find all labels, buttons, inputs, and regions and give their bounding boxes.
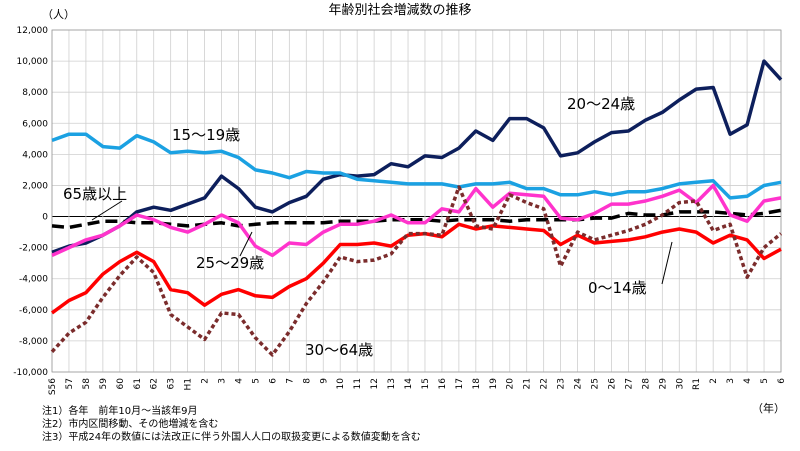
x-tick-label: 57 bbox=[65, 378, 75, 389]
x-tick-label: 20 bbox=[506, 378, 516, 390]
x-tick-label: 4 bbox=[234, 378, 244, 384]
x-tick-label: 28 bbox=[641, 378, 651, 390]
x-tick-label: 61 bbox=[133, 378, 143, 389]
label-20-24: 20～24歳 bbox=[567, 95, 635, 113]
y-tick-label: -2,000 bbox=[19, 244, 48, 254]
note-2: 注2）市内区間移動、その他増減を含む bbox=[42, 417, 218, 430]
x-tick-label: 23 bbox=[557, 378, 567, 389]
x-tick-label: 21 bbox=[523, 378, 533, 389]
x-tick-label: 26 bbox=[607, 378, 617, 390]
y-tick-label: 2,000 bbox=[22, 181, 48, 191]
x-tick-label: 8 bbox=[302, 378, 312, 384]
x-tick-label: 6 bbox=[777, 378, 787, 384]
y-tick-label: 6,000 bbox=[22, 119, 48, 129]
series-line-1 bbox=[51, 132, 782, 200]
label-0-14: 0～14歳 bbox=[588, 279, 647, 297]
y-tick-label: 12,000 bbox=[17, 26, 49, 36]
series-line-4 bbox=[50, 222, 782, 315]
pointer-0-14 bbox=[661, 241, 673, 285]
x-tick-label: 10 bbox=[336, 378, 346, 390]
x-tick-label: H1 bbox=[184, 378, 194, 391]
label-25-29: 25～29歳 bbox=[196, 254, 264, 272]
y-tick-label: -8,000 bbox=[19, 337, 48, 347]
x-tick-label: 59 bbox=[99, 378, 109, 390]
x-axis-unit: （年） bbox=[752, 401, 785, 415]
x-tick-label: 12 bbox=[370, 378, 380, 389]
series-line-0 bbox=[51, 59, 783, 254]
y-axis-unit: （人） bbox=[42, 8, 75, 21]
label-pointers bbox=[91, 200, 673, 285]
x-axis: S56 57 58 59 60 61 62 63 H1 2 3 4 5 6 7 8 9 10 11 12 13 14 15 1… bbox=[48, 378, 787, 395]
x-tick-label: 29 bbox=[658, 378, 668, 390]
x-tick-label: 13 bbox=[387, 378, 397, 389]
label-30-64: 30～64歳 bbox=[305, 341, 373, 359]
x-tick-label: 15 bbox=[421, 378, 431, 389]
chart-title: 年齢別社会増減数の推移 bbox=[328, 2, 471, 18]
series-line-5 bbox=[50, 185, 783, 357]
series-lines bbox=[50, 59, 783, 357]
note-1: 注1）各年 前年10月～当該年9月 bbox=[42, 404, 197, 417]
label-65-over: 65歳以上 bbox=[63, 185, 127, 203]
x-tick-label: 60 bbox=[116, 378, 126, 390]
y-tick-label: -4,000 bbox=[19, 275, 48, 285]
x-tick-label: 17 bbox=[455, 378, 465, 389]
x-tick-label: 14 bbox=[404, 378, 414, 390]
label-15-19: 15～19歳 bbox=[172, 126, 240, 144]
x-tick-label: 6 bbox=[268, 378, 278, 384]
y-tick-label: 8,000 bbox=[22, 88, 48, 98]
x-tick-label: R1 bbox=[692, 378, 702, 390]
x-tick-label: 3 bbox=[218, 378, 228, 384]
y-axis: 12,000 10,000 8,000 6,000 4,000 2,000 0 -2,000 -… bbox=[13, 26, 48, 378]
x-tick-label: 25 bbox=[591, 378, 601, 389]
x-tick-label: 2 bbox=[201, 378, 211, 384]
note-3: 注3）平成24年の数値には法改正に伴う外国人人口の取扱変更による数値変動を含む bbox=[42, 430, 421, 443]
series-line-3 bbox=[51, 183, 782, 258]
x-tick-label: 16 bbox=[438, 378, 448, 390]
y-tick-label: -10,000 bbox=[13, 368, 48, 378]
x-tick-label: 63 bbox=[167, 378, 177, 389]
footnotes: 注1）各年 前年10月～当該年9月 注2）市内区間移動、その他増減を含む 注3）… bbox=[42, 404, 421, 443]
x-tick-label: 9 bbox=[319, 378, 329, 384]
x-tick-label: 3 bbox=[726, 378, 736, 384]
x-tick-label: 30 bbox=[675, 378, 685, 390]
x-tick-label: 58 bbox=[82, 378, 92, 390]
x-tick-label: 62 bbox=[150, 378, 160, 389]
x-tick-label: 5 bbox=[760, 378, 770, 384]
x-tick-label: 19 bbox=[489, 378, 499, 390]
y-tick-label: 4,000 bbox=[22, 150, 48, 160]
pointer-65-over bbox=[91, 200, 123, 221]
x-tick-label: 4 bbox=[743, 378, 753, 384]
y-tick-label: 0 bbox=[42, 213, 48, 223]
pointer-25-29 bbox=[239, 231, 253, 257]
x-tick-label: 11 bbox=[353, 378, 363, 389]
x-tick-label: 2 bbox=[709, 378, 719, 384]
series-labels: 20～24歳 15～19歳 65歳以上 25～29歳 0～14歳 30～64歳 bbox=[63, 95, 647, 359]
x-tick-label: 5 bbox=[251, 378, 261, 384]
x-tick-label: 22 bbox=[540, 378, 550, 389]
x-tick-label: S56 bbox=[48, 378, 58, 395]
series-line-2 bbox=[51, 208, 782, 230]
y-tick-label: -6,000 bbox=[19, 306, 48, 316]
x-tick-label: 24 bbox=[574, 378, 584, 390]
x-tick-label: 7 bbox=[285, 378, 295, 384]
y-tick-label: 10,000 bbox=[17, 57, 49, 67]
gridlines bbox=[51, 29, 782, 373]
plot-frame bbox=[51, 29, 782, 373]
x-tick-label: 18 bbox=[472, 378, 482, 390]
x-tick-label: 27 bbox=[624, 378, 634, 389]
